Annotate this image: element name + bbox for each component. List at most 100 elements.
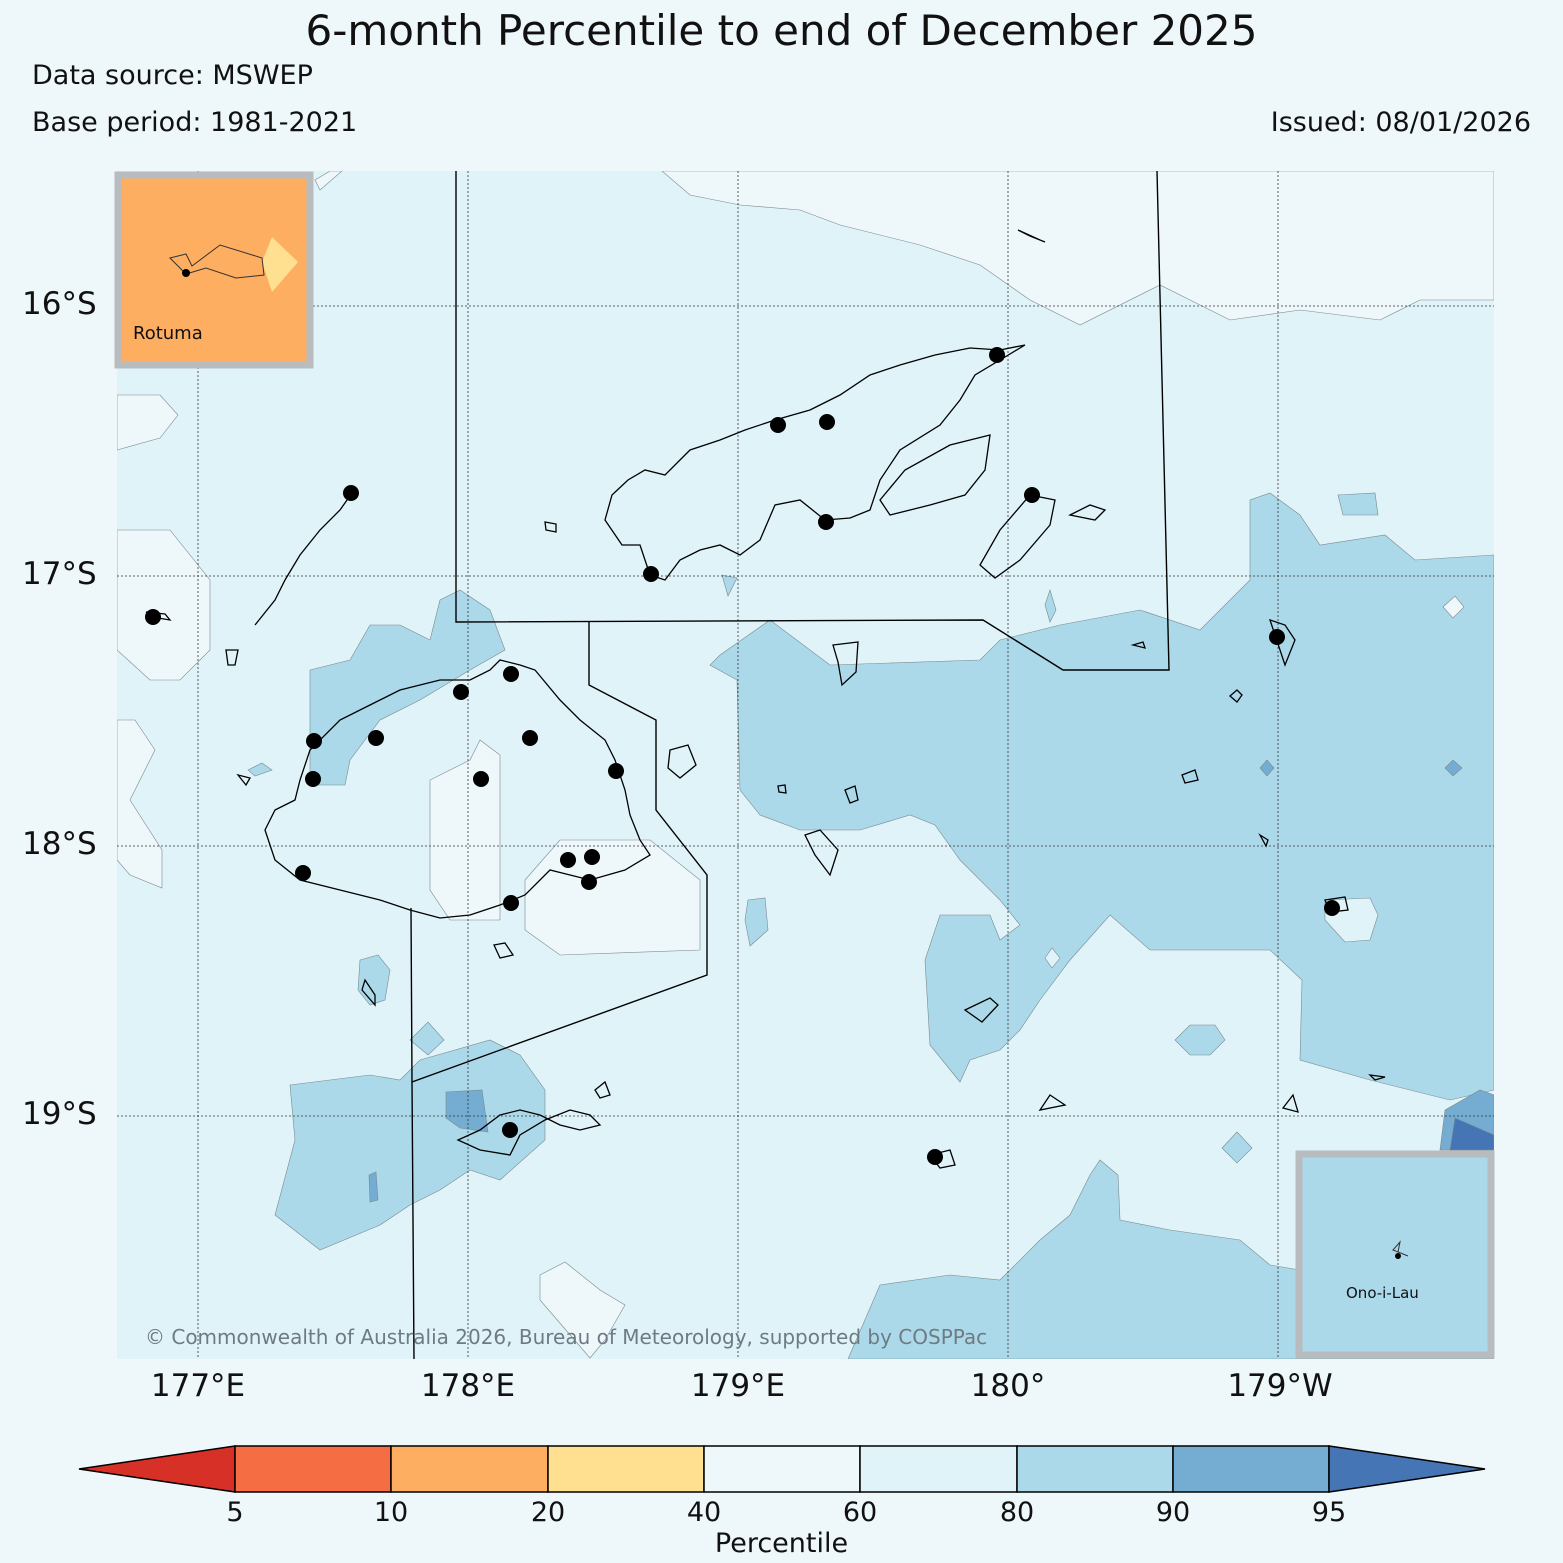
colorbar-40-60 [703, 1445, 861, 1493]
island [844, 785, 859, 804]
island [1068, 504, 1107, 521]
region-40-60 [539, 1261, 626, 1359]
island [1181, 769, 1199, 784]
data-source-label: Data source: MSWEP [32, 60, 313, 91]
station-marker [927, 1149, 943, 1165]
taveuni-bay-outline [879, 434, 991, 516]
island [804, 829, 839, 877]
station-marker [989, 347, 1005, 363]
station-marker [819, 414, 835, 430]
colorbar-80-90 [1016, 1445, 1174, 1493]
island [1038, 1094, 1067, 1111]
region-90-95 [1444, 759, 1463, 777]
region-40-60 [524, 839, 701, 956]
colorbar-20-40 [547, 1445, 705, 1493]
ono-i-lau-label: Ono-i-Lau [1346, 1284, 1419, 1302]
station-marker [1269, 629, 1285, 645]
island [225, 649, 239, 666]
lon-label-179w: 179°W [1227, 1368, 1333, 1404]
station-marker [295, 865, 311, 881]
station-marker [503, 666, 519, 682]
station-marker [584, 849, 600, 865]
lon-label-178e: 178°E [420, 1368, 516, 1404]
station-marker [581, 874, 597, 890]
island [1017, 229, 1046, 243]
station-marker [368, 730, 384, 746]
colorbar-tick: 40 [686, 1497, 722, 1528]
region-40-60 [117, 394, 179, 451]
lon-label-177e: 177°E [150, 1368, 246, 1404]
graticule [117, 171, 1494, 1359]
region-80-90 [247, 762, 273, 777]
colorbar [78, 1445, 1486, 1493]
colorbar-tick: 10 [373, 1497, 409, 1528]
colorbar-60-80 [859, 1445, 1018, 1493]
colorbar-tick: 80 [999, 1497, 1035, 1528]
region-80-90 [1174, 1024, 1226, 1056]
island [544, 521, 557, 533]
station-marker [770, 417, 786, 433]
colorbar-tick: 5 [226, 1497, 244, 1528]
station-marker [522, 730, 538, 746]
colorbar-below-5 [78, 1445, 236, 1493]
colorbar-tick: 20 [530, 1497, 566, 1528]
island [1268, 618, 1296, 667]
taveuni-outline [979, 494, 1056, 579]
station-marker [453, 684, 469, 700]
station-marker [145, 609, 161, 625]
station-marker [502, 1122, 518, 1138]
island [1258, 833, 1269, 848]
island [236, 773, 251, 787]
region-80-90 [721, 574, 738, 597]
region-80-90 [357, 954, 391, 1006]
island [1281, 1093, 1299, 1113]
issued-date-label: Issued: 08/01/2026 [1270, 107, 1531, 138]
region-90-95 [368, 1171, 379, 1203]
lat-label-16s: 16°S [22, 286, 97, 322]
colorbar-tick: 95 [1311, 1497, 1347, 1528]
island [667, 744, 697, 779]
station-marker [306, 733, 322, 749]
rotuma-inset [114, 171, 314, 369]
island [963, 997, 999, 1023]
region-40-60 [1442, 595, 1465, 619]
region-40-60 [117, 529, 211, 681]
base-period-label: Base period: 1981-2021 [32, 107, 358, 138]
region-above-95 [1449, 1117, 1494, 1151]
region-60-80 [1044, 947, 1061, 969]
region-80-90 [709, 492, 1494, 1101]
kadavu-outline [456, 1109, 602, 1156]
colorbar-tick: 90 [1155, 1497, 1191, 1528]
station-marker [1024, 487, 1040, 503]
lat-label-19s: 19°S [22, 1096, 97, 1132]
station-marker [1324, 900, 1340, 916]
vanua-levu-outline [604, 344, 1026, 581]
region-90-95 [445, 1089, 489, 1133]
island [493, 942, 515, 959]
yasawa-group [254, 492, 353, 626]
region-40-60 [661, 171, 1494, 326]
station-marker [305, 771, 321, 787]
station-marker [818, 514, 834, 530]
island [1229, 689, 1243, 703]
rotuma-label: Rotuma [133, 323, 203, 344]
region-80-90 [1337, 492, 1379, 516]
island [832, 641, 859, 687]
region-80-90 [409, 1021, 445, 1056]
region-80-90 [1221, 1131, 1253, 1164]
colorbar-10-20 [390, 1445, 549, 1493]
island [594, 1080, 611, 1099]
colorbar-above-95 [1328, 1445, 1486, 1493]
division-boundaries [410, 170, 1170, 1360]
station-marker [643, 566, 659, 582]
station-marker [503, 895, 519, 911]
station-marker [343, 485, 359, 501]
island [1130, 641, 1146, 649]
lon-label-180: 180° [970, 1368, 1046, 1404]
ono-i-lau-inset [1295, 1150, 1495, 1359]
coastlines [145, 229, 1386, 1169]
colorbar-tick: 60 [842, 1497, 878, 1528]
lat-label-18s: 18°S [22, 826, 97, 862]
colorbar-label: Percentile [714, 1528, 849, 1559]
region-80-90 [1044, 589, 1057, 623]
